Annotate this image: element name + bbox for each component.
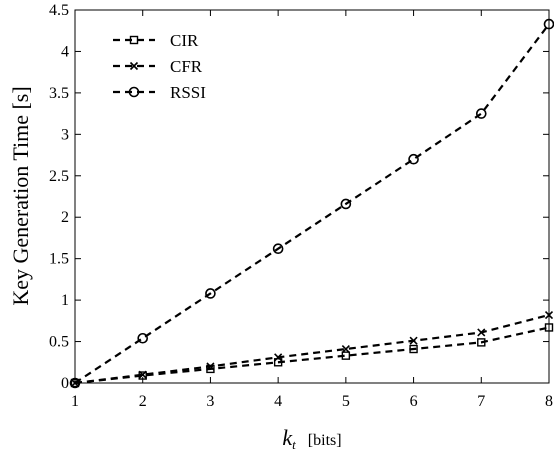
data-point-cir (409, 344, 418, 354)
plot-frame (74, 9, 550, 384)
y-tick-label: 1.5 (49, 251, 69, 268)
data-point-cfr (206, 362, 215, 371)
data-point-rssi (69, 377, 81, 389)
y-axis-label: Key Generation Time [s] (8, 86, 33, 305)
x-tick-label: 4 (274, 393, 282, 410)
legend-marker-cfr (129, 61, 139, 71)
data-point-rssi (205, 288, 216, 299)
x-tick-label: 7 (477, 393, 485, 410)
series-layer (69, 18, 554, 389)
y-tick-label: 4 (61, 43, 69, 60)
y-tick-label: 3.5 (49, 85, 69, 102)
series-line-cir (74, 326, 550, 385)
y-tick-label: 2 (61, 209, 69, 226)
data-point-rssi (272, 243, 284, 255)
x-axis-label-unit: [bits] (308, 432, 342, 449)
x-axis-label-symbol: k (282, 425, 293, 450)
data-point-cfr (477, 328, 486, 337)
legend: CIR CFR RSSI (113, 31, 206, 102)
y-axis-ticks: 0 0.5 1 1.5 2 2.5 3 3.5 4 4.5 (49, 2, 549, 392)
legend-marker-rssi (128, 86, 140, 98)
legend-item-cir: CIR (113, 31, 199, 50)
y-tick-label: 4.5 (49, 2, 69, 19)
x-axis-ticks: 1 2 3 4 5 6 7 8 (71, 10, 553, 410)
legend-item-cfr: CFR (113, 57, 203, 76)
data-point-cir (341, 351, 351, 360)
legend-label: CFR (170, 57, 203, 76)
y-tick-label: 2.5 (49, 168, 69, 185)
data-point-rssi (408, 153, 419, 165)
series-line-rssi (74, 23, 550, 384)
legend-marker-cir (129, 35, 139, 45)
data-point-cfr (341, 344, 350, 354)
x-axis-label: kt [bits] (282, 425, 341, 452)
legend-label: CIR (170, 31, 199, 50)
data-point-rssi (137, 332, 149, 344)
x-tick-label: 6 (410, 393, 418, 410)
legend-item-rssi: RSSI (113, 83, 206, 102)
series-line-cfr (74, 313, 550, 385)
data-point-cir (544, 323, 554, 332)
data-point-rssi (340, 198, 352, 210)
y-tick-label: 3 (61, 126, 69, 143)
x-tick-label: 2 (139, 393, 147, 410)
series-cfr (70, 310, 554, 388)
x-tick-label: 1 (71, 393, 79, 410)
data-point-cfr (409, 336, 418, 345)
x-tick-label: 3 (206, 393, 214, 410)
y-tick-label: 1 (61, 292, 69, 309)
legend-label: RSSI (170, 83, 206, 102)
x-axis-label-subscript: t (292, 437, 296, 452)
x-tick-label: 8 (545, 393, 553, 410)
data-point-cfr (274, 353, 283, 362)
data-point-cir (273, 358, 283, 367)
data-point-cfr (138, 370, 147, 379)
x-tick-label: 5 (342, 393, 350, 410)
data-point-cfr (544, 310, 554, 320)
data-point-rssi (475, 108, 487, 119)
data-point-cir (477, 338, 486, 347)
y-tick-label: 0.5 (49, 334, 69, 351)
y-tick-label: 0 (61, 375, 69, 392)
